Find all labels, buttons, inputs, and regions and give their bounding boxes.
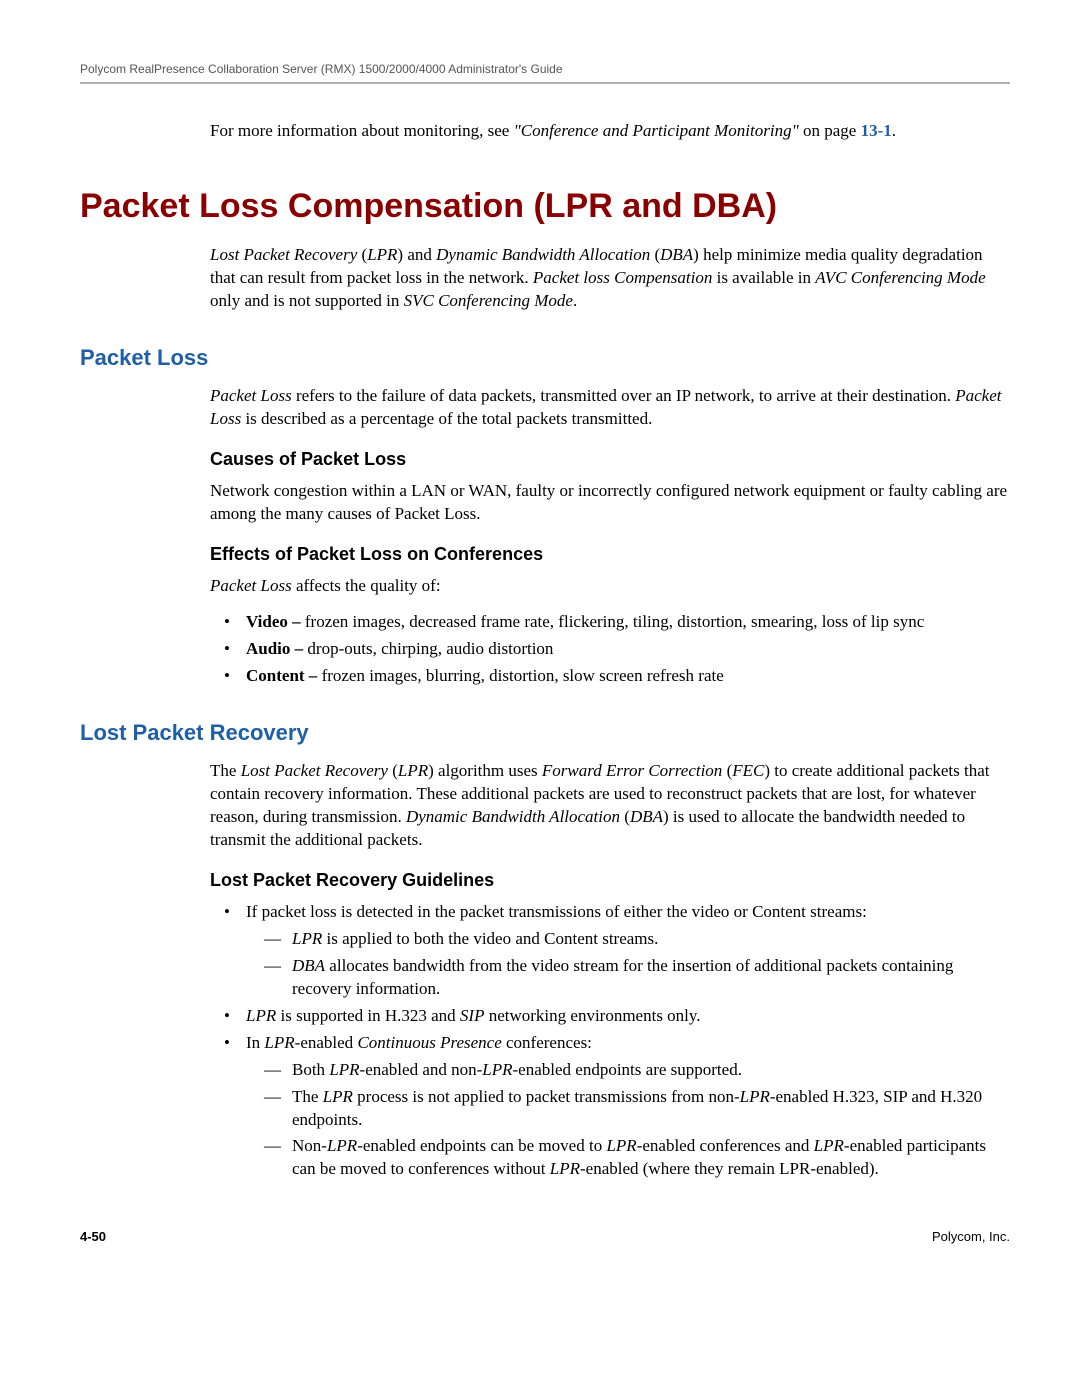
list-item: Both LPR-enabled and non-LPR-enabled end… (274, 1059, 1010, 1082)
header-doc-title: Polycom RealPresence Collaboration Serve… (80, 62, 1010, 76)
guidelines-list: If packet loss is detected in the packet… (210, 901, 1010, 1181)
intro-period: . (892, 121, 896, 140)
list-item: Audio – drop-outs, chirping, audio disto… (232, 638, 1010, 661)
list-item: Video – frozen images, decreased frame r… (232, 611, 1010, 634)
footer-company: Polycom, Inc. (932, 1229, 1010, 1244)
list-item: If packet loss is detected in the packet… (232, 901, 1010, 1001)
h1-description: Lost Packet Recovery (LPR) and Dynamic B… (210, 244, 1010, 313)
list-item: Non-LPR-enabled endpoints can be moved t… (274, 1135, 1010, 1181)
document-page: Polycom RealPresence Collaboration Serve… (0, 0, 1080, 1306)
page-ref-link[interactable]: 13-1 (861, 121, 892, 140)
list-item: LPR is applied to both the video and Con… (274, 928, 1010, 951)
heading-packet-loss: Packet Loss (80, 345, 1010, 371)
effects-list: Video – frozen images, decreased frame r… (210, 611, 1010, 688)
list-item: Content – frozen images, blurring, disto… (232, 665, 1010, 688)
list-item: The LPR process is not applied to packet… (274, 1086, 1010, 1132)
list-item: In LPR-enabled Continuous Presence confe… (232, 1032, 1010, 1182)
heading-effects: Effects of Packet Loss on Conferences (210, 544, 1010, 565)
heading-lost-packet-recovery: Lost Packet Recovery (80, 720, 1010, 746)
list-item: LPR is supported in H.323 and SIP networ… (232, 1005, 1010, 1028)
header-rule (80, 82, 1010, 84)
intro-text: For more information about monitoring, s… (210, 121, 514, 140)
causes-description: Network congestion within a LAN or WAN, … (210, 480, 1010, 526)
heading-causes: Causes of Packet Loss (210, 449, 1010, 470)
packet-loss-description: Packet Loss refers to the failure of dat… (210, 385, 1010, 431)
intro-text-2: on page (799, 121, 861, 140)
page-footer: 4-50 Polycom, Inc. (80, 1229, 1010, 1244)
effects-intro: Packet Loss affects the quality of: (210, 575, 1010, 598)
heading-lpr-guidelines: Lost Packet Recovery Guidelines (210, 870, 1010, 891)
list-item: DBA allocates bandwidth from the video s… (274, 955, 1010, 1001)
intro-ref-italic: "Conference and Participant Monitoring" (514, 121, 799, 140)
heading-packet-loss-compensation: Packet Loss Compensation (LPR and DBA) (80, 187, 1010, 226)
intro-paragraph: For more information about monitoring, s… (210, 120, 1010, 143)
page-number: 4-50 (80, 1229, 106, 1244)
lpr-description: The Lost Packet Recovery (LPR) algorithm… (210, 760, 1010, 852)
